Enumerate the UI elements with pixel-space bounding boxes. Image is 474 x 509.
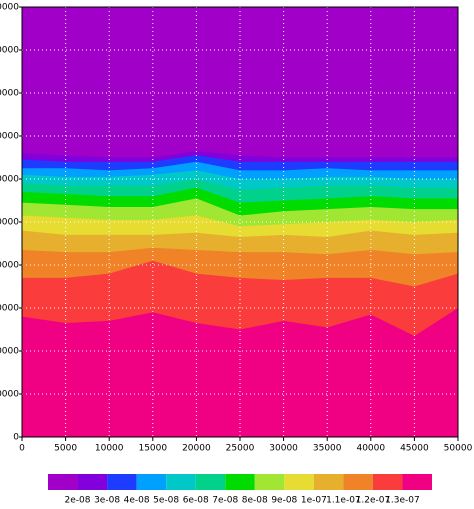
- colorbar-box: [195, 474, 226, 490]
- colorbar-box: [254, 474, 285, 490]
- y-tick-label: 40000: [0, 261, 19, 271]
- y-tick-label: 80000: [0, 89, 19, 99]
- x-tick-label: 45000: [400, 444, 429, 454]
- colorbar-label: 1e-07: [301, 496, 327, 506]
- colorbar-box: [107, 474, 137, 490]
- plot-frame: [21, 6, 459, 438]
- colorbar-box: [225, 474, 255, 490]
- colorbar-box: [372, 474, 403, 490]
- colorbar-label: 5e-08: [153, 496, 179, 506]
- colorbar-box: [166, 474, 196, 490]
- y-tick-label: 20000: [0, 347, 19, 357]
- colorbar-label: 1.1e-07: [326, 496, 361, 506]
- x-tick-label: 30000: [269, 444, 298, 454]
- colorbar-label: 7e-08: [212, 496, 238, 506]
- colorbar-box: [48, 474, 78, 490]
- y-tick-label: 50000: [0, 218, 19, 228]
- colorbar-label: 2e-08: [65, 496, 91, 506]
- x-tick-label: 5000: [54, 444, 77, 454]
- y-tick-label: 90000: [0, 46, 19, 56]
- colorbar-box: [284, 474, 314, 490]
- colorbar-label: 3e-08: [94, 496, 120, 506]
- colorbar-label: 6e-08: [183, 496, 209, 506]
- x-tick-label: 50000: [444, 444, 473, 454]
- x-tick-label: 0: [19, 444, 25, 454]
- colorbar-label: 1.2e-07: [356, 496, 391, 506]
- x-tick-label: 35000: [313, 444, 342, 454]
- colorbar-box: [402, 474, 432, 490]
- colorbar-label: 8e-08: [242, 496, 268, 506]
- y-tick-label: 100000: [0, 3, 19, 13]
- colorbar-box: [136, 474, 167, 490]
- y-tick-label: 60000: [0, 175, 19, 185]
- contour-band: [22, 308, 458, 437]
- x-tick-label: 20000: [182, 444, 211, 454]
- x-tick-label: 25000: [226, 444, 255, 454]
- colorbar-label: 9e-08: [271, 496, 297, 506]
- x-tick-label: 10000: [95, 444, 124, 454]
- colorbar-label: 4e-08: [124, 496, 150, 506]
- y-tick-label: 10000: [0, 390, 19, 400]
- y-tick-label: 70000: [0, 132, 19, 142]
- y-tick-label: 30000: [0, 304, 19, 314]
- colorbar-box: [343, 474, 373, 490]
- x-tick-label: 40000: [356, 444, 385, 454]
- y-tick-label: 0: [13, 433, 19, 443]
- colorbar-label: 1.3e-07: [385, 496, 420, 506]
- colorbar-box: [77, 474, 108, 490]
- colorbar-box: [313, 474, 344, 490]
- x-tick-label: 15000: [138, 444, 167, 454]
